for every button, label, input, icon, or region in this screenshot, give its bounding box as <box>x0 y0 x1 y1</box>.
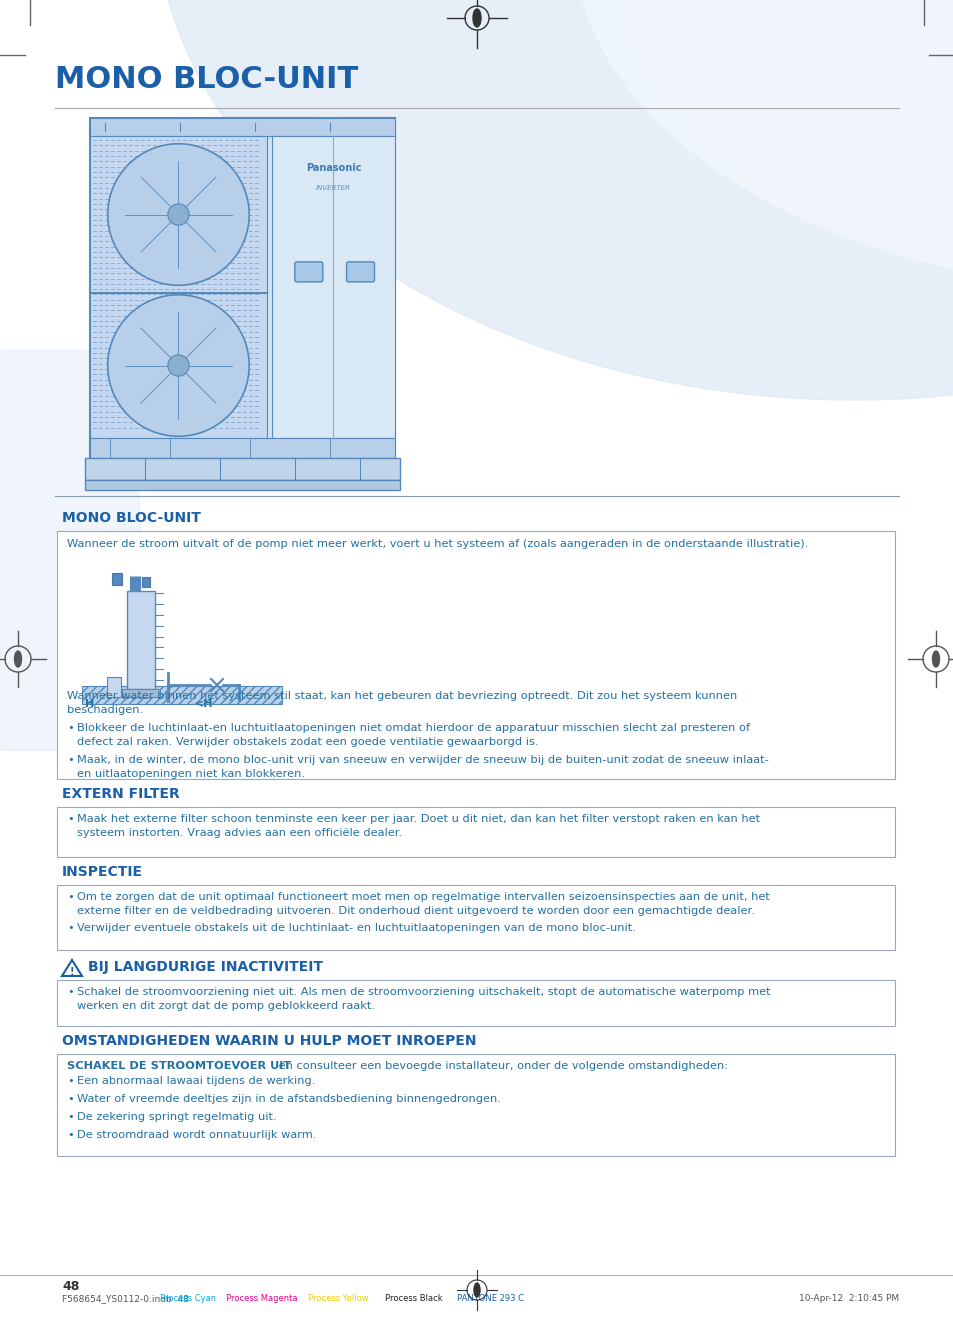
Text: •: • <box>67 892 73 902</box>
Text: Maak het externe filter schoon tenminste een keer per jaar. Doet u dit niet, dan: Maak het externe filter schoon tenminste… <box>77 815 760 824</box>
Text: Process Yellow: Process Yellow <box>308 1294 369 1304</box>
Polygon shape <box>62 960 82 977</box>
Text: en consulteer een bevoegde installateur, onder de volgende omstandigheden:: en consulteer een bevoegde installateur,… <box>274 1061 727 1072</box>
Text: werken en dit zorgt dat de pomp geblokkeerd raakt.: werken en dit zorgt dat de pomp geblokke… <box>77 1000 375 1011</box>
Text: •: • <box>67 724 73 733</box>
Polygon shape <box>153 0 953 399</box>
FancyBboxPatch shape <box>82 685 282 704</box>
Text: •: • <box>67 1112 73 1122</box>
Polygon shape <box>574 0 953 290</box>
FancyBboxPatch shape <box>90 136 267 438</box>
Text: F568654_YS0112-0.indb  48: F568654_YS0112-0.indb 48 <box>62 1294 189 1304</box>
Text: Om te zorgen dat de unit optimaal functioneert moet men op regelmatige intervall: Om te zorgen dat de unit optimaal functi… <box>77 892 769 902</box>
Text: Process Black: Process Black <box>385 1294 442 1304</box>
FancyBboxPatch shape <box>57 807 894 857</box>
FancyBboxPatch shape <box>90 119 395 136</box>
Text: INSPECTIE: INSPECTIE <box>62 865 143 879</box>
Text: •: • <box>67 815 73 824</box>
FancyBboxPatch shape <box>122 689 160 697</box>
Text: •: • <box>67 1130 73 1140</box>
Text: Water of vreemde deeltjes zijn in de afstandsbediening binnengedrongen.: Water of vreemde deeltjes zijn in de afs… <box>77 1094 500 1104</box>
FancyBboxPatch shape <box>57 884 894 950</box>
Text: •: • <box>67 923 73 933</box>
Text: Verwijder eventuele obstakels uit de luchtinlaat- en luchtuitlaatopeningen van d: Verwijder eventuele obstakels uit de luc… <box>77 923 636 933</box>
Polygon shape <box>603 0 953 340</box>
Text: Blokkeer de luchtinlaat-en luchtuitlaatopeningen niet omdat hierdoor de apparatu: Blokkeer de luchtinlaat-en luchtuitlaato… <box>77 724 749 733</box>
Ellipse shape <box>931 651 939 667</box>
Text: De zekering springt regelmatig uit.: De zekering springt regelmatig uit. <box>77 1112 276 1122</box>
Text: Schakel de stroomvoorziening niet uit. Als men de stroomvoorziening uitschakelt,: Schakel de stroomvoorziening niet uit. A… <box>77 987 770 996</box>
Text: Wanneer de stroom uitvalt of de pomp niet meer werkt, voert u het systeem af (zo: Wanneer de stroom uitvalt of de pomp nie… <box>67 539 807 550</box>
FancyBboxPatch shape <box>57 981 894 1025</box>
FancyBboxPatch shape <box>85 480 399 490</box>
Text: INVERTER: INVERTER <box>315 185 351 191</box>
Text: MONO BLOC-UNIT: MONO BLOC-UNIT <box>62 511 201 525</box>
Text: Wanneer water binnen het systeem stil staat, kan het gebeuren dat bevriezing opt: Wanneer water binnen het systeem stil st… <box>67 691 737 701</box>
Text: en uitlaatopeningen niet kan blokkeren.: en uitlaatopeningen niet kan blokkeren. <box>77 768 305 779</box>
FancyBboxPatch shape <box>142 577 150 587</box>
Text: Process Magenta: Process Magenta <box>226 1294 297 1304</box>
Ellipse shape <box>474 1282 479 1297</box>
Text: Maak, in de winter, de mono bloc-unit vrij van sneeuw en verwijder de sneeuw bij: Maak, in de winter, de mono bloc-unit vr… <box>77 755 768 764</box>
FancyBboxPatch shape <box>107 677 121 697</box>
FancyBboxPatch shape <box>90 438 395 457</box>
Circle shape <box>168 204 189 225</box>
Text: SCHAKEL DE STROOMTOEVOER UIT: SCHAKEL DE STROOMTOEVOER UIT <box>67 1061 291 1072</box>
Text: Process Cyan: Process Cyan <box>160 1294 216 1304</box>
Text: Panasonic: Panasonic <box>305 163 361 173</box>
Text: 48: 48 <box>62 1280 79 1293</box>
FancyBboxPatch shape <box>57 1054 894 1156</box>
Text: De stroomdraad wordt onnatuurlijk warm.: De stroomdraad wordt onnatuurlijk warm. <box>77 1130 316 1140</box>
Text: !: ! <box>70 967 74 977</box>
Text: externe filter en de veldbedrading uitvoeren. Dit onderhoud dient uitgevoerd te : externe filter en de veldbedrading uitvo… <box>77 905 754 916</box>
Text: PANTONE 293 C: PANTONE 293 C <box>456 1294 523 1304</box>
FancyBboxPatch shape <box>294 262 322 282</box>
Text: •: • <box>67 1075 73 1086</box>
FancyBboxPatch shape <box>112 573 122 585</box>
Text: OMSTANDIGHEDEN WAARIN U HULP MOET INROEPEN: OMSTANDIGHEDEN WAARIN U HULP MOET INROEP… <box>62 1035 476 1048</box>
FancyBboxPatch shape <box>346 262 375 282</box>
FancyBboxPatch shape <box>85 457 399 480</box>
Text: •: • <box>67 1094 73 1104</box>
Text: <H: <H <box>194 699 213 709</box>
FancyBboxPatch shape <box>90 119 395 457</box>
Text: •: • <box>67 755 73 764</box>
Text: H: H <box>85 699 94 709</box>
Circle shape <box>108 295 249 436</box>
FancyBboxPatch shape <box>127 590 154 689</box>
Ellipse shape <box>14 651 22 667</box>
Ellipse shape <box>473 9 480 26</box>
Text: MONO BLOC-UNIT: MONO BLOC-UNIT <box>55 65 358 94</box>
FancyBboxPatch shape <box>57 531 894 779</box>
Text: Een abnormaal lawaai tijdens de werking.: Een abnormaal lawaai tijdens de werking. <box>77 1075 315 1086</box>
Text: beschadigen.: beschadigen. <box>67 705 143 714</box>
Text: EXTERN FILTER: EXTERN FILTER <box>62 787 179 801</box>
Text: 10-Apr-12  2:10:45 PM: 10-Apr-12 2:10:45 PM <box>798 1294 898 1304</box>
Circle shape <box>168 355 189 376</box>
Text: •: • <box>67 987 73 996</box>
Text: systeem instorten. Vraag advies aan een officiële dealer.: systeem instorten. Vraag advies aan een … <box>77 828 402 838</box>
Text: BIJ LANGDURIGE INACTIVITEIT: BIJ LANGDURIGE INACTIVITEIT <box>88 960 323 974</box>
Text: defect zal raken. Verwijder obstakels zodat een goede ventilatie gewaarborgd is.: defect zal raken. Verwijder obstakels zo… <box>77 737 537 747</box>
FancyBboxPatch shape <box>272 136 395 438</box>
Circle shape <box>108 144 249 285</box>
